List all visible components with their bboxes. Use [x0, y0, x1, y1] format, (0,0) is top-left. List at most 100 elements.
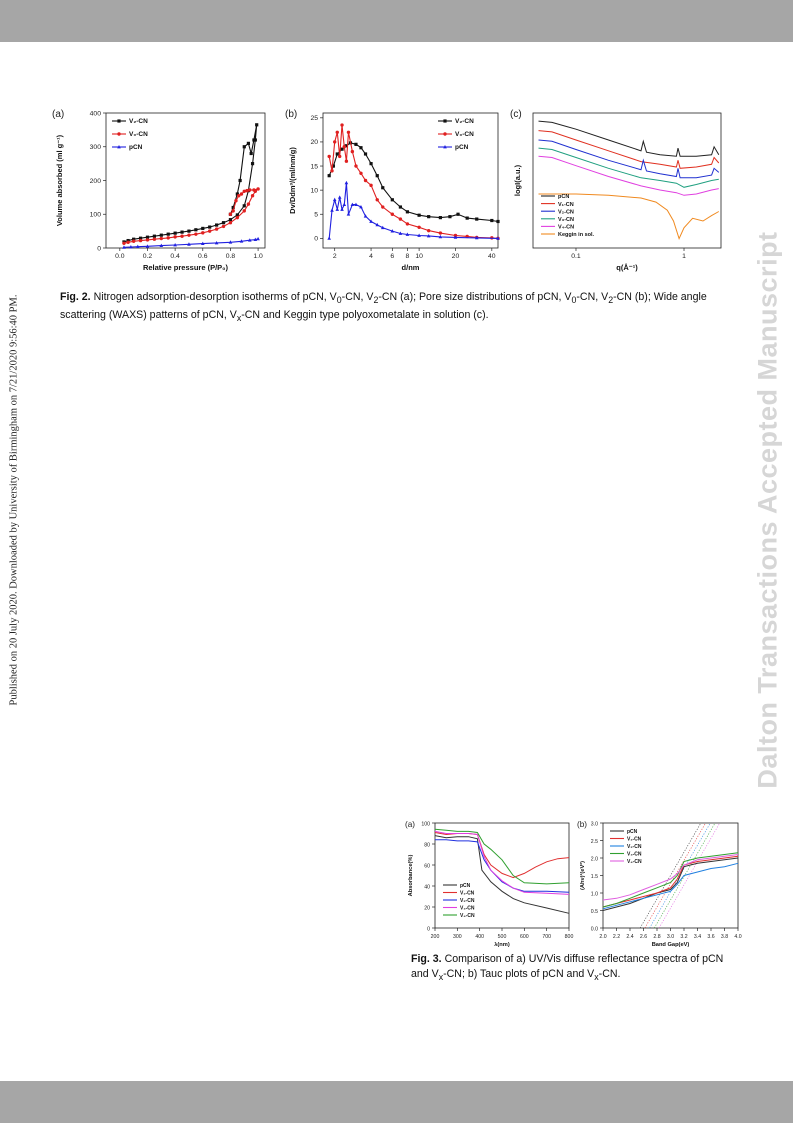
data-point — [335, 207, 340, 211]
footer-band — [0, 1081, 793, 1123]
data-point — [346, 212, 351, 216]
fig2-caption: Fig. 2. Nitrogen adsorption-desorption i… — [60, 290, 740, 326]
x-tick-label: 0.1 — [571, 253, 581, 260]
data-point — [207, 229, 212, 233]
data-point — [138, 236, 143, 240]
fig2-panel-b-pore-size-chart: (b) 2 4 6 8 10 20 40 0 5 10 15 20 25 d/nm Dv/Ddm³/(ml/n… — [285, 109, 500, 272]
legend-label-v-cn: V₃-CN — [460, 906, 475, 912]
y-tick-label: 0 — [314, 236, 318, 243]
data-point — [166, 232, 170, 236]
data-point — [138, 238, 143, 243]
legend-marker — [117, 132, 121, 136]
data-point — [194, 232, 198, 236]
series-line-v-cn — [328, 125, 499, 239]
data-point — [173, 242, 177, 247]
y-tick-label: 80 — [424, 842, 430, 848]
data-point — [417, 225, 421, 229]
x-tick-label: 3.4 — [694, 934, 701, 940]
data-point — [390, 198, 394, 202]
data-point — [136, 244, 140, 249]
data-point — [496, 219, 500, 224]
y-tick-label: 0 — [97, 245, 101, 252]
data-point — [249, 151, 253, 156]
y-tick-label: 20 — [310, 139, 318, 146]
legend-label-pcn: pCN — [455, 144, 469, 151]
x-tick-label: 3.0 — [667, 934, 674, 940]
data-point — [337, 195, 342, 199]
y-tick-label: 5 — [314, 212, 318, 219]
x-axis-label: Band Gap(eV) — [652, 942, 690, 948]
tangent-line — [649, 822, 711, 929]
data-point — [131, 239, 136, 243]
data-point — [350, 202, 355, 207]
data-point — [152, 237, 157, 241]
data-point — [228, 220, 233, 225]
legend-marker — [117, 145, 121, 149]
y-tick-label: 2.5 — [591, 839, 598, 845]
data-point — [228, 218, 233, 222]
data-point — [369, 219, 373, 223]
y-tick-label: 0.0 — [591, 926, 598, 932]
series-line-v-cn — [435, 839, 570, 893]
data-point — [438, 231, 443, 235]
series-line-v-cn — [602, 862, 739, 910]
x-tick-label: 2.8 — [653, 934, 660, 940]
x-axis-label: λ(nm) — [494, 942, 510, 948]
data-point — [239, 239, 244, 243]
data-point — [390, 229, 395, 233]
legend-label-pcn: pCN — [129, 144, 143, 151]
x-tick-label: 40 — [488, 253, 496, 260]
legend-label-v-cn: V₁-CN — [558, 202, 574, 208]
data-point — [180, 234, 184, 238]
data-point — [327, 154, 331, 159]
legend-label-v-cn: V₀-CN — [455, 131, 474, 138]
series-line-keggin-in-sol — [538, 193, 720, 240]
x-tick-label: 500 — [498, 934, 507, 940]
data-point — [375, 174, 379, 178]
data-point — [173, 231, 177, 235]
x-tick-label: 2.6 — [640, 934, 647, 940]
x-tick-label: 6 — [390, 253, 394, 260]
series-line-v-cn — [602, 852, 739, 908]
data-point — [126, 240, 130, 244]
data-point — [332, 197, 337, 202]
data-point — [256, 236, 260, 241]
series-line-pcn — [123, 238, 259, 248]
series-line-v-cn — [434, 830, 570, 895]
data-point — [405, 210, 410, 214]
data-point — [359, 205, 363, 209]
data-point — [180, 230, 184, 234]
y-tick-label: 3.0 — [591, 821, 598, 827]
legend-label-v-cn: V₂-CN — [627, 844, 642, 850]
data-point — [381, 186, 385, 190]
data-point — [242, 209, 246, 213]
y-axis-label: logI(a.u.) — [513, 164, 522, 196]
data-point — [132, 237, 136, 241]
data-point — [194, 228, 198, 232]
data-point — [152, 234, 156, 238]
legend-label-v-cn: V₁-CN — [627, 837, 642, 843]
series-line-v-cn — [602, 854, 739, 901]
data-point — [250, 162, 255, 166]
data-point — [453, 235, 458, 239]
data-point — [331, 164, 335, 168]
data-point — [173, 235, 177, 239]
publication-side-note: Published on 20 July 2020. Downloaded by… — [8, 294, 20, 706]
tangent-line — [639, 822, 702, 929]
x-tick-label: 4.0 — [734, 934, 741, 940]
data-point — [359, 171, 363, 175]
data-point — [375, 222, 380, 227]
data-point — [245, 188, 249, 193]
y-axis-label: Absorbance(%) — [408, 855, 414, 897]
fig3-caption-text: Comparison of a) UV/Vis diffuse reflecta… — [411, 953, 724, 983]
data-point — [398, 205, 403, 209]
legend-label-pcn: pCN — [558, 194, 569, 200]
data-point — [354, 142, 358, 146]
data-point — [201, 231, 205, 235]
data-point — [159, 236, 164, 241]
data-point — [247, 238, 252, 242]
data-point — [496, 236, 500, 240]
data-point — [398, 217, 403, 221]
y-tick-label: 100 — [421, 821, 430, 827]
data-point — [426, 228, 431, 233]
